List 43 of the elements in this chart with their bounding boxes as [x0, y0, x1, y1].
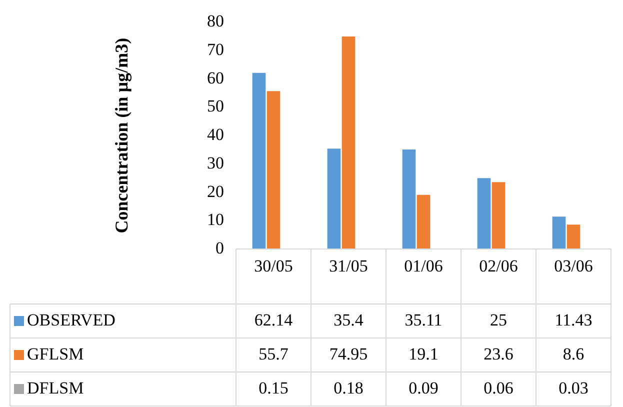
- bar: [492, 182, 506, 249]
- legend-label: OBSERVED: [27, 310, 116, 330]
- bar: [477, 178, 491, 249]
- x-tick-label: 31/05: [329, 256, 368, 276]
- y-tick-label: 60: [207, 68, 224, 88]
- data-label: 55.7: [258, 344, 289, 364]
- bar: [342, 36, 356, 249]
- bar: [402, 149, 416, 249]
- data-label: 11.43: [554, 310, 592, 330]
- data-label: 0.06: [484, 378, 514, 398]
- x-tick-label: 03/06: [554, 256, 593, 276]
- bar: [327, 148, 341, 249]
- legend-label: DFLSM: [27, 378, 84, 398]
- bar: [266, 91, 280, 249]
- y-tick-label: 70: [207, 40, 224, 60]
- y-tick-label: 10: [207, 210, 224, 230]
- bar: [552, 216, 566, 249]
- data-label: 35.11: [404, 310, 442, 330]
- data-label: 0.15: [258, 378, 288, 398]
- y-tick-label: 50: [207, 96, 224, 116]
- data-label: 25: [490, 310, 507, 330]
- data-label: 35.4: [334, 310, 364, 330]
- data-label: 0.09: [408, 378, 438, 398]
- data-label: 19.1: [408, 344, 438, 364]
- y-tick-label: 30: [207, 153, 224, 172]
- bar: [416, 194, 430, 249]
- x-tick-label: 01/06: [404, 256, 443, 276]
- data-label: 62.14: [254, 310, 294, 330]
- y-tick-label: 40: [207, 125, 224, 144]
- bar: [252, 72, 266, 249]
- data-label: 0.18: [334, 378, 364, 398]
- y-tick-label: 20: [207, 182, 224, 201]
- data-label: 0.03: [558, 378, 588, 398]
- y-tick-label: 80: [207, 12, 224, 31]
- y-tick-label: 0: [216, 238, 224, 258]
- x-tick-label: 02/06: [479, 256, 518, 276]
- data-label: 74.95: [329, 344, 368, 364]
- y-axis-title: Concentration (in µg/m3): [111, 38, 132, 234]
- data-label: 23.6: [484, 344, 514, 364]
- x-tick-label: 30/05: [254, 256, 293, 276]
- bar: [566, 224, 580, 249]
- data-label: 8.6: [562, 344, 584, 364]
- legend-label: GFLSM: [27, 344, 84, 364]
